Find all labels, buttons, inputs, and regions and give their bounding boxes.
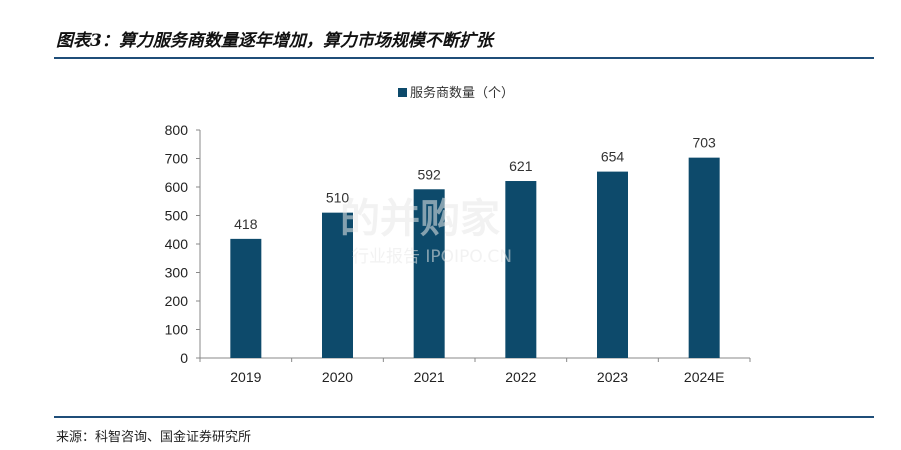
legend-swatch (398, 88, 407, 97)
x-tick-label: 2019 (230, 369, 261, 385)
top-rule (54, 57, 874, 59)
watermark-tagline: 行业报告 IPOIPO.CN (352, 247, 512, 267)
watermark: 的并购家 行业报告 IPOIPO.CN (340, 196, 512, 267)
legend: 服务商数量（个） (398, 85, 514, 101)
figure-title: 图表3：算力服务商数量逐年增加，算力市场规模不断扩张 (56, 31, 493, 51)
y-tick-label: 600 (165, 179, 189, 195)
legend-label: 服务商数量（个） (410, 85, 514, 101)
source-note: 来源：科智咨询、国金证券研究所 (56, 430, 252, 445)
data-label-2020: 510 (326, 190, 350, 206)
x-tick-label: 2021 (414, 369, 445, 385)
x-tick-label: 2023 (597, 369, 628, 385)
y-tick-label: 700 (165, 151, 189, 167)
data-label-2023: 654 (601, 149, 625, 165)
y-tick-label: 100 (165, 322, 189, 338)
x-tick-label: 2022 (505, 369, 536, 385)
data-label-2024E: 703 (692, 135, 716, 151)
watermark-brand: 的并购家 (340, 196, 500, 242)
data-label-2022: 621 (509, 158, 533, 174)
y-tick-label: 800 (165, 122, 189, 138)
bar-2022 (505, 181, 537, 358)
bottom-rule (54, 416, 874, 418)
y-tick-label: 0 (180, 350, 188, 366)
y-tick-label: 500 (165, 208, 189, 224)
bar-2020 (322, 212, 353, 358)
data-labels: 418 510 592 621 654 703 (234, 135, 716, 232)
bar-2023 (597, 171, 628, 358)
bar-2021 (413, 189, 445, 358)
bars (230, 157, 720, 358)
data-label-2019: 418 (234, 216, 258, 232)
bar-2019 (230, 238, 262, 358)
data-label-2021: 592 (417, 166, 441, 182)
x-tick-label: 2020 (322, 369, 353, 385)
bar-2024E (688, 157, 720, 358)
axes: 0 100 200 300 400 500 600 700 800 2019 2020 2021 202… (165, 122, 751, 385)
y-tick-label: 400 (165, 236, 189, 252)
x-tick-label: 2024E (684, 369, 724, 385)
y-tick-label: 300 (165, 265, 189, 281)
y-tick-label: 200 (165, 293, 189, 309)
